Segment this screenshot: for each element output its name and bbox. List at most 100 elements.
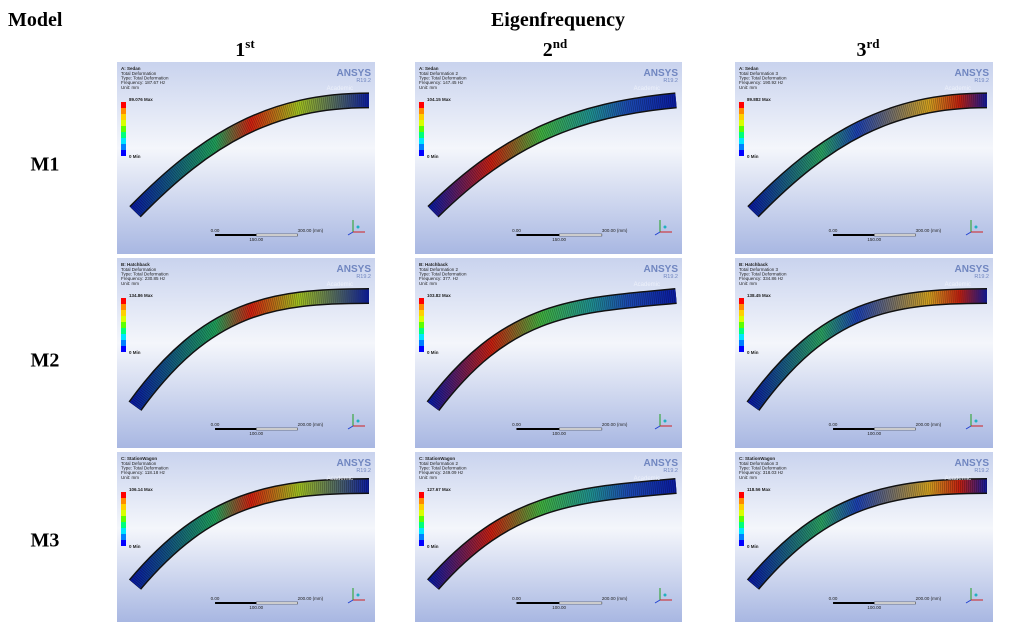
legend-swatch — [419, 150, 424, 156]
legend-swatch — [739, 534, 744, 540]
legend-swatch — [121, 316, 126, 322]
version: R19.2 — [356, 78, 371, 84]
legend-swatch — [121, 298, 126, 304]
panel-info: Unit: mm — [739, 85, 757, 90]
panel-info: Unit: mm — [121, 281, 139, 286]
legend-swatch — [739, 144, 744, 150]
scale-bar-dark — [215, 428, 256, 430]
legend-swatch — [419, 504, 424, 510]
scale-label: 100.00 — [552, 605, 566, 610]
version: R19.2 — [356, 468, 371, 474]
scale-bar-dark — [516, 234, 559, 236]
column-number: 3 — [857, 39, 867, 61]
license: Academic — [327, 476, 353, 482]
version: R19.2 — [663, 274, 678, 280]
legend-min: 0 Min — [129, 544, 141, 549]
panel-info: Unit: mm — [419, 281, 437, 286]
license: Academic — [634, 282, 660, 288]
legend-swatch — [419, 534, 424, 540]
legend-max: 106.14 Max — [129, 487, 153, 492]
axis-origin — [975, 420, 978, 423]
legend-min: 0 Min — [747, 154, 759, 159]
scale-bar-dark — [833, 428, 874, 430]
version: R19.2 — [356, 274, 371, 280]
axis-origin — [664, 226, 667, 229]
legend-min: 0 Min — [427, 544, 439, 549]
legend-swatch — [739, 108, 744, 114]
license: Academic — [634, 476, 660, 482]
legend-swatch — [121, 534, 126, 540]
license: Academic — [945, 86, 971, 92]
legend-max: 89.882 Max — [747, 97, 771, 102]
scale-bar-dark — [215, 602, 256, 604]
legend-swatch — [121, 102, 126, 108]
row-label: M1 — [31, 154, 60, 176]
column-header: 2nd — [543, 36, 568, 61]
legend-swatch — [121, 328, 126, 334]
legend-swatch — [739, 310, 744, 316]
version: R19.2 — [974, 468, 989, 474]
legend-swatch — [121, 120, 126, 126]
legend-swatch — [121, 510, 126, 516]
axis-origin — [664, 594, 667, 597]
legend-swatch — [739, 492, 744, 498]
legend-swatch — [121, 498, 126, 504]
legend-swatch — [121, 340, 126, 346]
scale-label: 100.00 — [867, 431, 881, 436]
legend-swatch — [121, 522, 126, 528]
legend-swatch — [121, 516, 126, 522]
result-panel: C: StationWagonTotal Deformation 2Type: … — [415, 452, 682, 622]
scale-bar-light — [559, 602, 602, 604]
legend-swatch — [419, 120, 424, 126]
axis-origin — [357, 594, 360, 597]
scale-bar-dark — [516, 428, 559, 430]
panel-info: Unit: mm — [419, 475, 437, 480]
scale-bar-light — [256, 234, 297, 236]
legend-swatch — [121, 138, 126, 144]
legend-swatch — [739, 346, 744, 352]
legend-swatch — [739, 340, 744, 346]
legend-max: 138.45 Max — [747, 293, 771, 298]
result-panel: B: HatchbackTotal Deformation 3Type: Tot… — [735, 258, 993, 448]
column-number: 2 — [543, 39, 553, 61]
scale-label: 200.00 (mm) — [298, 596, 324, 601]
axis-origin — [975, 226, 978, 229]
legend-swatch — [739, 498, 744, 504]
result-panel: A: SedanTotal Deformation 3Type: Total D… — [735, 62, 993, 254]
legend-swatch — [739, 102, 744, 108]
legend-swatch — [739, 120, 744, 126]
legend-swatch — [121, 322, 126, 328]
legend-swatch — [121, 304, 126, 310]
scale-label: 0.00 — [211, 422, 220, 427]
scale-label: 0.00 — [829, 596, 838, 601]
legend-swatch — [121, 334, 126, 340]
legend-swatch — [121, 126, 126, 132]
legend-swatch — [419, 522, 424, 528]
scale-label: 100.00 — [552, 431, 566, 436]
column-number: 1 — [235, 39, 245, 61]
legend-swatch — [739, 510, 744, 516]
legend-swatch — [739, 334, 744, 340]
legend-swatch — [121, 108, 126, 114]
row-label: M3 — [31, 530, 60, 552]
legend-min: 0 Min — [427, 154, 439, 159]
legend-max: 118.56 Max — [747, 487, 771, 492]
legend-max: 134.86 Max — [129, 293, 153, 298]
legend-swatch — [739, 138, 744, 144]
legend-swatch — [419, 540, 424, 546]
scale-label: 0.00 — [829, 228, 838, 233]
scale-label: 150.00 — [249, 237, 263, 242]
legend-swatch — [419, 346, 424, 352]
legend-swatch — [419, 340, 424, 346]
legend-swatch — [419, 310, 424, 316]
figure: Model Eigenfrequency 1st2nd3rdM1A: Sedan… — [0, 0, 1010, 629]
column-header: 1st — [235, 36, 255, 61]
legend-swatch — [739, 522, 744, 528]
panel-info: Unit: mm — [739, 475, 757, 480]
panel-info: Unit: mm — [739, 281, 757, 286]
legend-swatch — [739, 322, 744, 328]
scale-bar-light — [256, 602, 297, 604]
